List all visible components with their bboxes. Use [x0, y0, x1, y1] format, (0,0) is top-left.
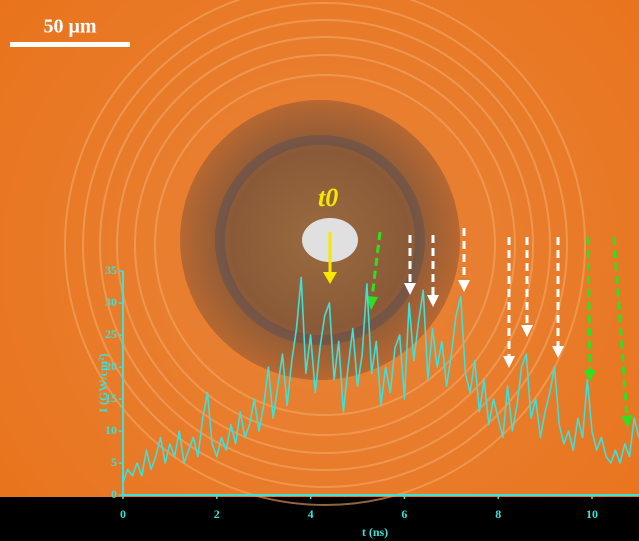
figure: 50 μm t0 051015202530350246810t (ns)I (G… [0, 0, 639, 541]
y-tick-label: 0 [111, 487, 117, 501]
y-tick-label: 10 [105, 423, 117, 437]
scale-bar-label: 50 μm [44, 16, 97, 38]
marker-label: t0 [318, 183, 338, 212]
y-tick-label: 35 [105, 263, 117, 277]
x-tick-label: 6 [401, 507, 407, 521]
y-tick-label: 5 [111, 455, 117, 469]
scale-bar [10, 42, 130, 47]
x-tick-label: 0 [120, 507, 126, 521]
y-axis-label: I (GW/cm²) [96, 353, 110, 412]
y-tick-label: 30 [105, 295, 117, 309]
x-tick-label: 4 [308, 507, 314, 521]
x-tick-label: 8 [495, 507, 501, 521]
x-axis-label: t (ns) [362, 525, 388, 539]
x-tick-label: 2 [214, 507, 220, 521]
x-tick-label: 10 [586, 507, 598, 521]
y-tick-label: 25 [105, 327, 117, 341]
